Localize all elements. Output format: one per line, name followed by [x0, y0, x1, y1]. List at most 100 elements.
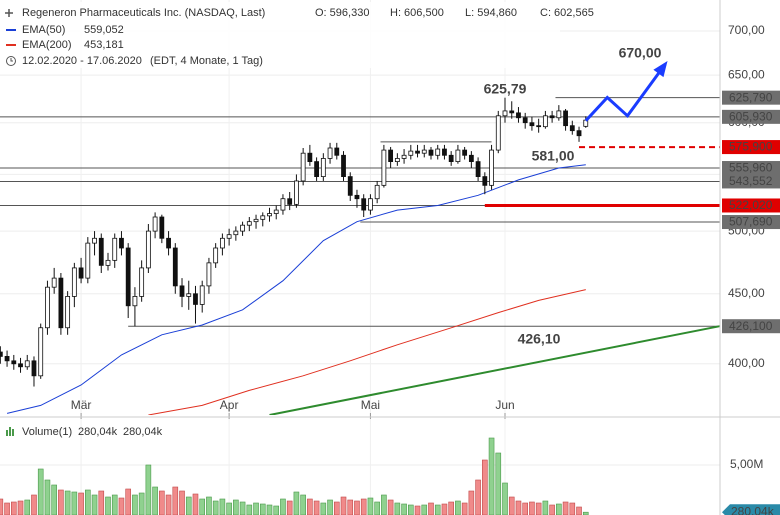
- volume-bar: [428, 502, 434, 515]
- volume-icon: [12, 429, 14, 436]
- candle-body: [576, 130, 582, 137]
- candle-body: [71, 267, 77, 297]
- volume-bar: [111, 494, 118, 515]
- candle-body: [58, 277, 64, 329]
- candle-body: [448, 154, 454, 163]
- volume-value: 280,04k: [123, 426, 163, 438]
- volume-box: [722, 504, 780, 515]
- candle-body: [462, 149, 468, 156]
- level-box: [722, 174, 780, 189]
- candle-body: [475, 161, 481, 178]
- volume-bar: [320, 502, 327, 515]
- candle-body: [522, 117, 528, 124]
- candle-body: [186, 293, 192, 297]
- volume-bar: [105, 496, 111, 515]
- candle-body: [421, 149, 427, 154]
- candle-body: [132, 296, 138, 307]
- candle-body: [280, 198, 286, 211]
- ema-line: [6, 164, 586, 414]
- legend-label: EMA(50): [22, 24, 65, 36]
- candle-body: [206, 262, 212, 287]
- volume-bar: [529, 501, 535, 515]
- volume-bar: [354, 500, 360, 515]
- volume-bar: [549, 504, 555, 515]
- candle-body: [442, 148, 447, 156]
- volume-bar: [522, 502, 528, 515]
- volume-bar: [159, 490, 165, 515]
- candle-body: [246, 221, 252, 226]
- level-label: 507,690: [729, 215, 773, 229]
- volume-bar: [327, 499, 333, 515]
- candle-body: [415, 150, 420, 154]
- candle-body: [98, 237, 104, 266]
- candle-body: [51, 277, 57, 288]
- candle-body: [388, 149, 394, 163]
- level-box: [722, 161, 780, 176]
- volume-bar: [273, 505, 280, 515]
- volume-bar: [239, 501, 246, 515]
- y-tick-label: 700,00: [728, 23, 765, 37]
- header-bg: [0, 2, 560, 68]
- candle-body: [112, 237, 118, 261]
- volume-icon: [6, 430, 8, 436]
- volume-bar: [118, 497, 125, 515]
- candle-body: [455, 149, 461, 163]
- candle-body: [502, 110, 508, 117]
- candle-body: [361, 198, 367, 211]
- level-box: [722, 215, 780, 230]
- volume-bar: [71, 491, 78, 515]
- candle-body: [152, 216, 158, 232]
- x-tick-label: Mai: [361, 398, 380, 412]
- candle-body: [159, 216, 165, 239]
- period-note: (EDT, 4 Monate, 1 Tag): [150, 55, 263, 67]
- volume-bar: [455, 500, 461, 515]
- volume-bar: [515, 500, 522, 515]
- title: Regeneron Pharmaceuticals Inc. (NASDAQ, …: [22, 7, 265, 19]
- volume-bar: [31, 494, 37, 515]
- volume-bar: [78, 492, 84, 515]
- candle-body: [4, 356, 10, 362]
- candle-body: [556, 110, 562, 119]
- ohlc: O: 596,330: [315, 7, 369, 19]
- candle-body: [139, 267, 145, 297]
- volume-pane: Volume(1) 280,04k 280,04k: [0, 426, 589, 515]
- volume-bar: [508, 496, 515, 515]
- volume-bar: [219, 498, 226, 515]
- candle-body: [368, 198, 373, 211]
- volume-bar: [381, 494, 387, 515]
- volume-bar: [421, 504, 428, 515]
- volume-legend: Volume(1): [22, 426, 72, 438]
- level-label: 543,552: [729, 174, 773, 188]
- volume-bar: [165, 494, 172, 515]
- x-tick-label: Mär: [71, 398, 92, 412]
- legend-label: EMA(200): [22, 39, 72, 51]
- grid: Mär Apr Mai Jun: [0, 0, 720, 515]
- annotation: 670,00: [619, 45, 662, 61]
- projection-line: [584, 63, 667, 122]
- candle-body: [549, 115, 555, 119]
- volume-bar: [64, 490, 71, 515]
- volume-bar: [414, 505, 421, 515]
- volume-bar: [24, 499, 31, 515]
- right-axis: 400,00450,00500,00550,00600,00650,00700,…: [722, 23, 780, 515]
- volume-bar: [172, 486, 179, 515]
- candle-body: [172, 247, 178, 287]
- period: 12.02.2020 - 17.06.2020: [22, 55, 142, 67]
- volume-bar: [199, 498, 206, 515]
- candle-body: [529, 122, 535, 127]
- volume-bar: [488, 437, 495, 515]
- ohlc: H: 606,500: [390, 7, 444, 19]
- level-box: [722, 140, 780, 155]
- volume-bar: [17, 500, 24, 515]
- volume-bar: [394, 502, 401, 515]
- ohlc: L: 594,860: [465, 7, 517, 19]
- candle-body: [125, 247, 131, 307]
- annotation: 625,79: [484, 81, 527, 97]
- volume-value: 280,04k: [78, 426, 118, 438]
- candle-body: [401, 154, 407, 159]
- candle-body: [294, 180, 299, 205]
- volume-bar: [132, 494, 138, 515]
- volume-bar: [85, 489, 91, 515]
- candle-body: [179, 285, 185, 297]
- volume-bar: [387, 499, 394, 515]
